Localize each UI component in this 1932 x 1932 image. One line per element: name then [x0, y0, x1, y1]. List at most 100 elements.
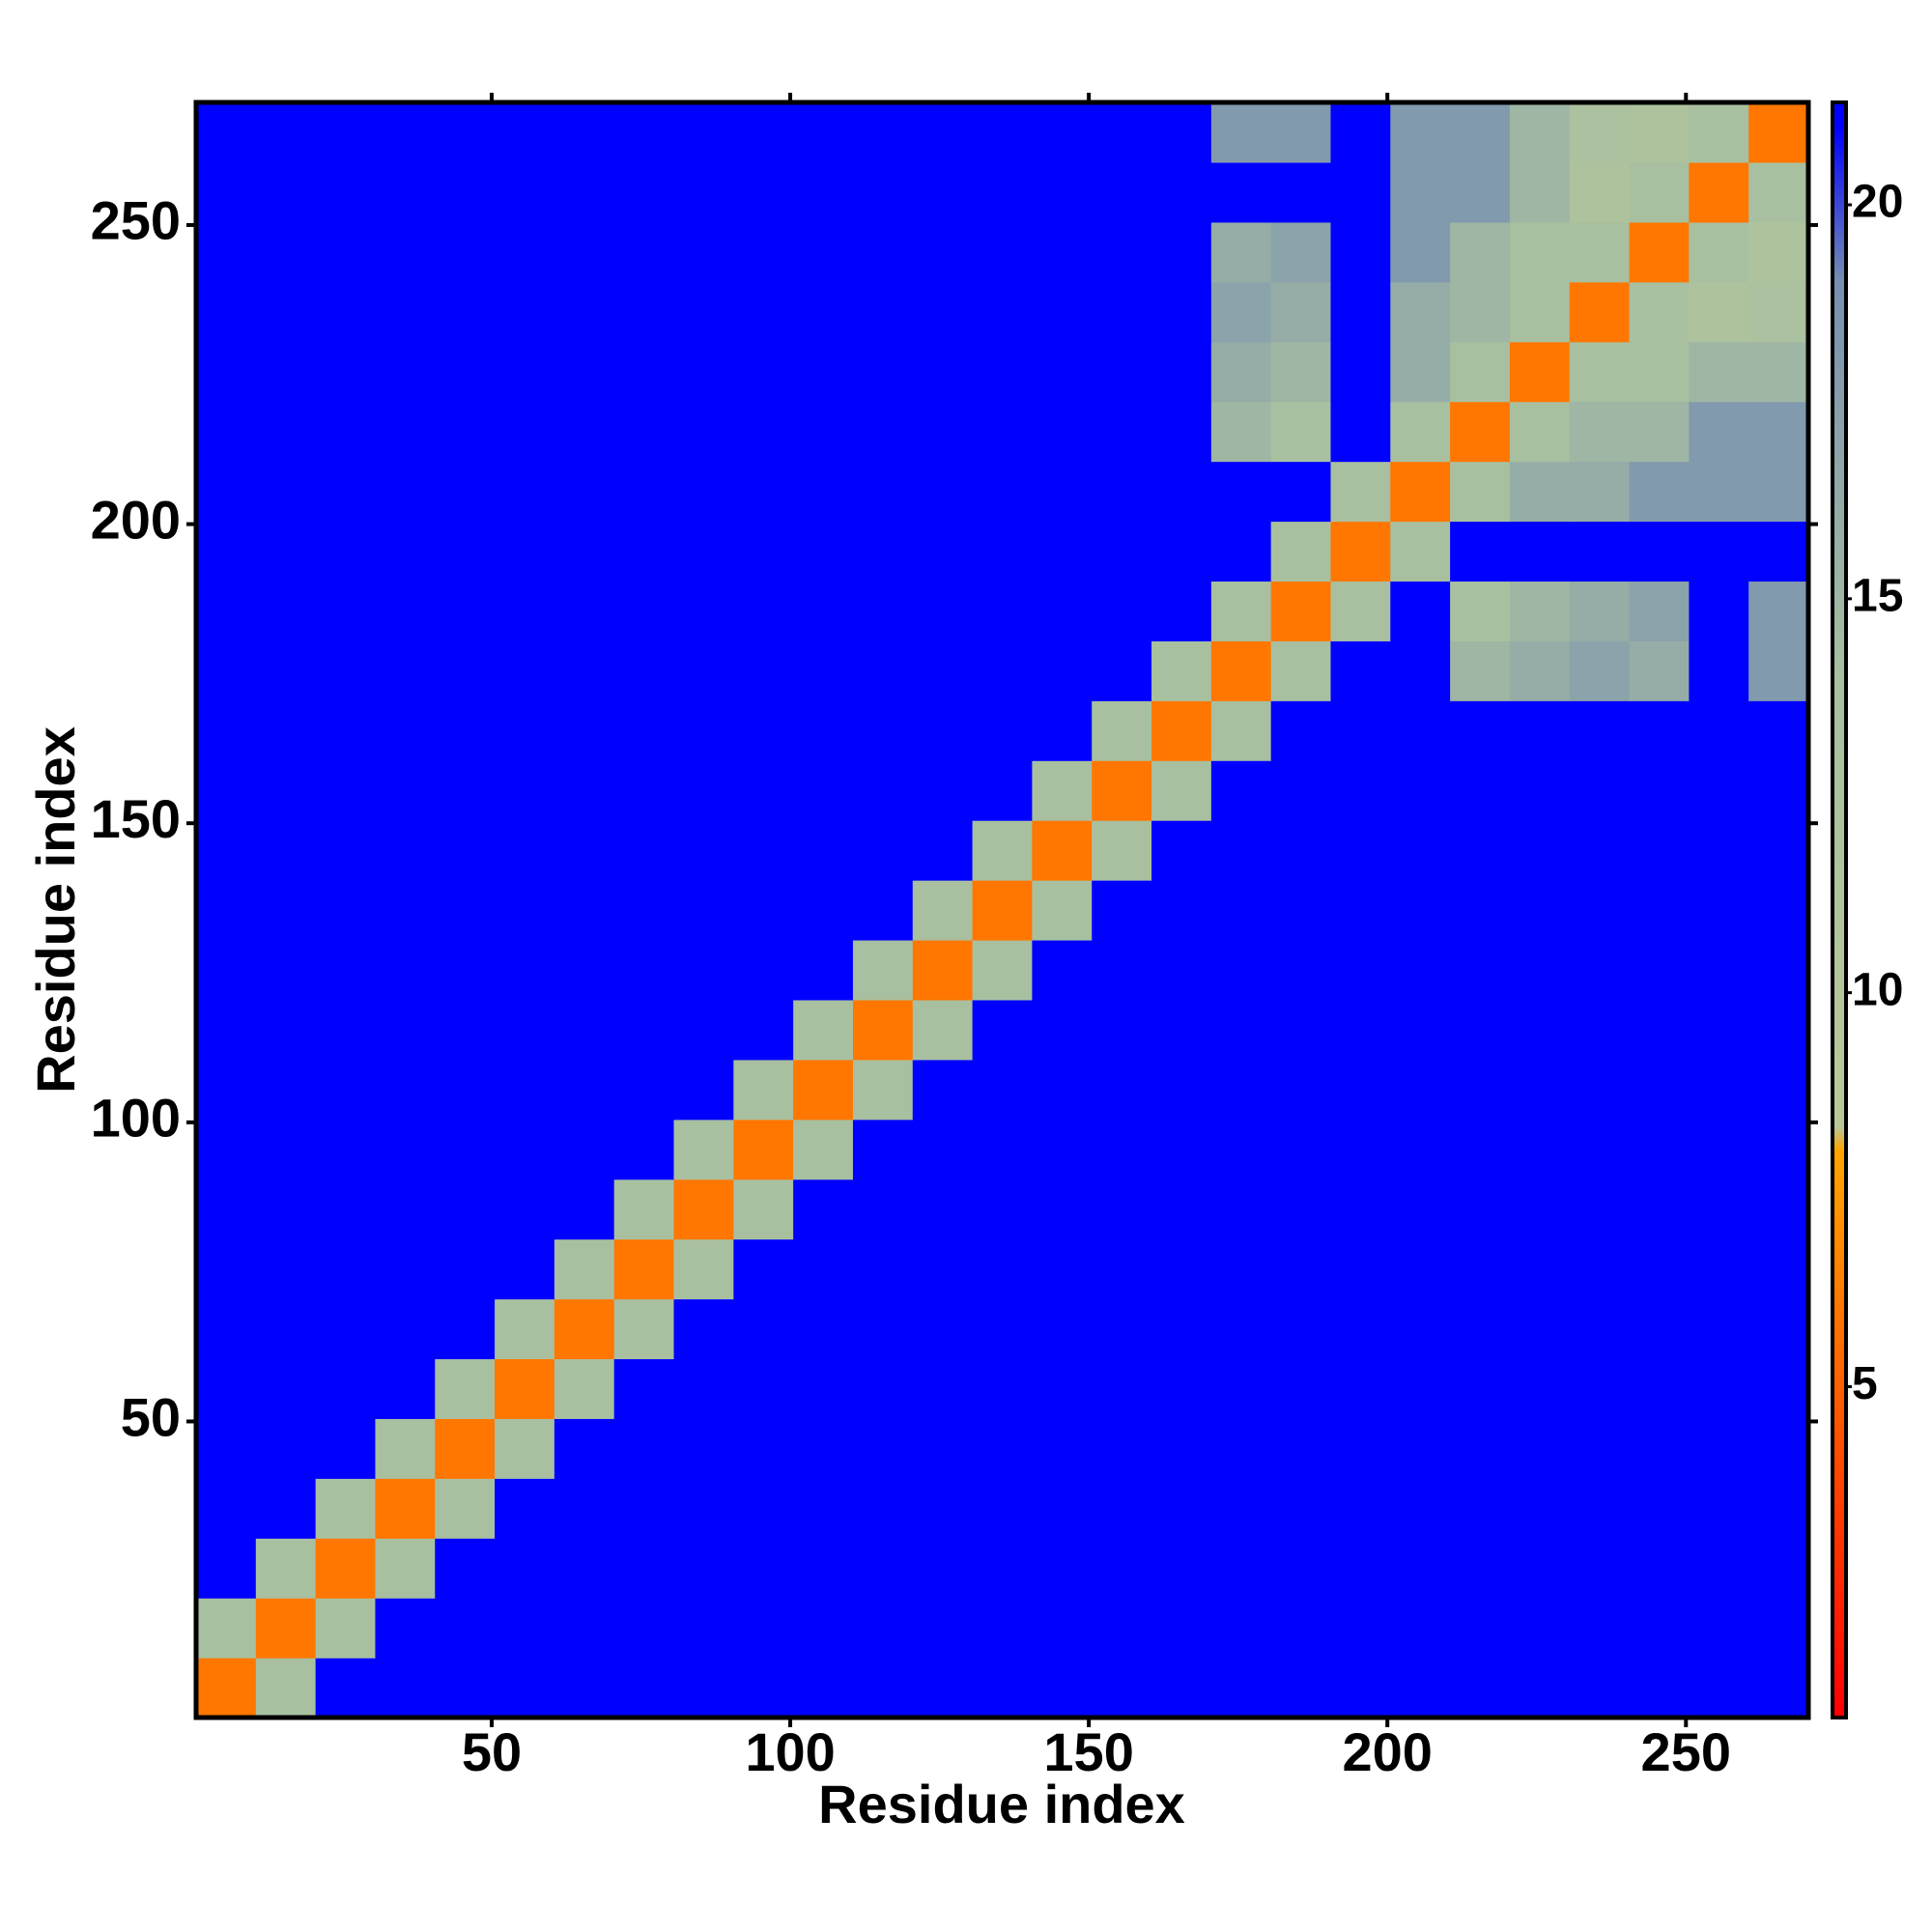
heatmap-cell — [793, 1538, 854, 1599]
heatmap-cell — [613, 1119, 675, 1180]
heatmap-cell — [1509, 1478, 1571, 1539]
heatmap-cell — [1210, 1658, 1272, 1719]
heatmap-cell — [1210, 700, 1272, 761]
heatmap-cell — [495, 939, 555, 1001]
heatmap-cell — [554, 401, 615, 463]
heatmap-cell — [315, 939, 377, 1001]
x-tick-label: 150 — [1043, 1721, 1133, 1782]
heatmap-cell — [1210, 1418, 1272, 1479]
heatmap-cell — [793, 1358, 854, 1419]
heatmap-cell — [375, 640, 436, 701]
heatmap-cell — [972, 1658, 1034, 1719]
heatmap-cell — [673, 1238, 734, 1300]
heatmap-cell — [1689, 221, 1749, 283]
heatmap-cell — [435, 1298, 496, 1360]
heatmap-cell — [613, 281, 675, 343]
heatmap-cell — [196, 1059, 257, 1121]
heatmap-cell — [793, 102, 854, 163]
heatmap-cell — [375, 1538, 436, 1599]
heatmap-cell — [1748, 401, 1809, 463]
heatmap-cell — [375, 581, 436, 641]
heatmap-cell — [1689, 820, 1749, 881]
heatmap-cell — [1092, 999, 1152, 1061]
heatmap-cell — [435, 461, 496, 523]
heatmap-cell — [1748, 1538, 1809, 1599]
heatmap-cell — [1390, 760, 1451, 821]
heatmap-cell — [1689, 700, 1749, 761]
heatmap-cell — [1032, 1358, 1093, 1419]
heatmap-cell — [196, 760, 257, 821]
heatmap-cell — [1569, 281, 1631, 343]
heatmap-cell — [912, 1298, 974, 1360]
heatmap-cell — [1569, 1598, 1631, 1659]
heatmap-cell — [1569, 760, 1631, 821]
heatmap-cell — [1569, 640, 1631, 701]
heatmap-cell — [912, 221, 974, 283]
heatmap-cell — [554, 1119, 615, 1180]
heatmap-cell — [435, 1418, 496, 1479]
heatmap-cell — [793, 760, 854, 821]
heatmap-cell — [1509, 1119, 1571, 1180]
heatmap-cell — [1330, 221, 1391, 283]
heatmap-cell — [375, 1658, 436, 1719]
heatmap-cell — [912, 521, 974, 582]
heatmap-cell — [255, 461, 317, 523]
heatmap-cell — [1032, 1059, 1093, 1121]
heatmap-cell — [375, 939, 436, 1001]
heatmap-cell — [1092, 820, 1152, 881]
heatmap-cell — [733, 1478, 794, 1539]
heatmap-cell — [1450, 581, 1511, 641]
heatmap-cell — [1092, 1598, 1152, 1659]
heatmap-cell — [435, 640, 496, 701]
heatmap-cell — [1629, 281, 1690, 343]
heatmap-cell — [1210, 1478, 1272, 1539]
heatmap-cell — [1450, 999, 1511, 1061]
heatmap-cell — [1689, 102, 1749, 163]
heatmap-cell — [733, 1658, 794, 1719]
heatmap-cell — [1748, 581, 1809, 641]
heatmap-cell — [1330, 1598, 1391, 1659]
heatmap-cell — [1748, 1179, 1809, 1240]
heatmap-cell — [1210, 1238, 1272, 1300]
heatmap-cell — [315, 161, 377, 223]
heatmap-cell — [1270, 461, 1332, 523]
heatmap-cell — [255, 161, 317, 223]
heatmap-cell — [1270, 1598, 1332, 1659]
heatmap-cell — [1092, 221, 1152, 283]
heatmap-cell — [793, 461, 854, 523]
heatmap-cell — [1689, 1298, 1749, 1360]
heatmap-cell — [793, 820, 854, 881]
heatmap-cell — [673, 700, 734, 761]
heatmap-cell — [793, 221, 854, 283]
heatmap-cell — [613, 521, 675, 582]
heatmap-cell — [1509, 1418, 1571, 1479]
heatmap-cell — [1210, 1358, 1272, 1419]
heatmap-cell — [613, 760, 675, 821]
heatmap-cell — [1092, 1059, 1152, 1121]
heatmap-cell — [1210, 341, 1272, 403]
heatmap-cell — [1569, 939, 1631, 1001]
heatmap-cell — [375, 880, 436, 941]
heatmap-cell — [196, 999, 257, 1061]
heatmap-cell — [435, 1598, 496, 1659]
heatmap-cell — [733, 1538, 794, 1599]
heatmap-cell — [554, 700, 615, 761]
heatmap-cell — [255, 640, 317, 701]
heatmap-cell — [1748, 1658, 1809, 1719]
heatmap-cell — [1509, 1179, 1571, 1240]
heatmap-cell — [852, 221, 914, 283]
heatmap-cell — [554, 820, 615, 881]
heatmap-cell — [1509, 1658, 1571, 1719]
heatmap-cell — [1092, 1478, 1152, 1539]
heatmap-cell — [1210, 521, 1272, 582]
heatmap-cell — [315, 700, 377, 761]
heatmap-cell — [1210, 102, 1272, 163]
heatmap-cell — [1390, 1418, 1451, 1479]
heatmap-cell — [1210, 581, 1272, 641]
x-tick-label: 250 — [1641, 1721, 1731, 1782]
heatmap-cell — [1569, 820, 1631, 881]
heatmap-cell — [1629, 102, 1690, 163]
heatmap-cell — [375, 1238, 436, 1300]
heatmap-cell — [1689, 880, 1749, 941]
